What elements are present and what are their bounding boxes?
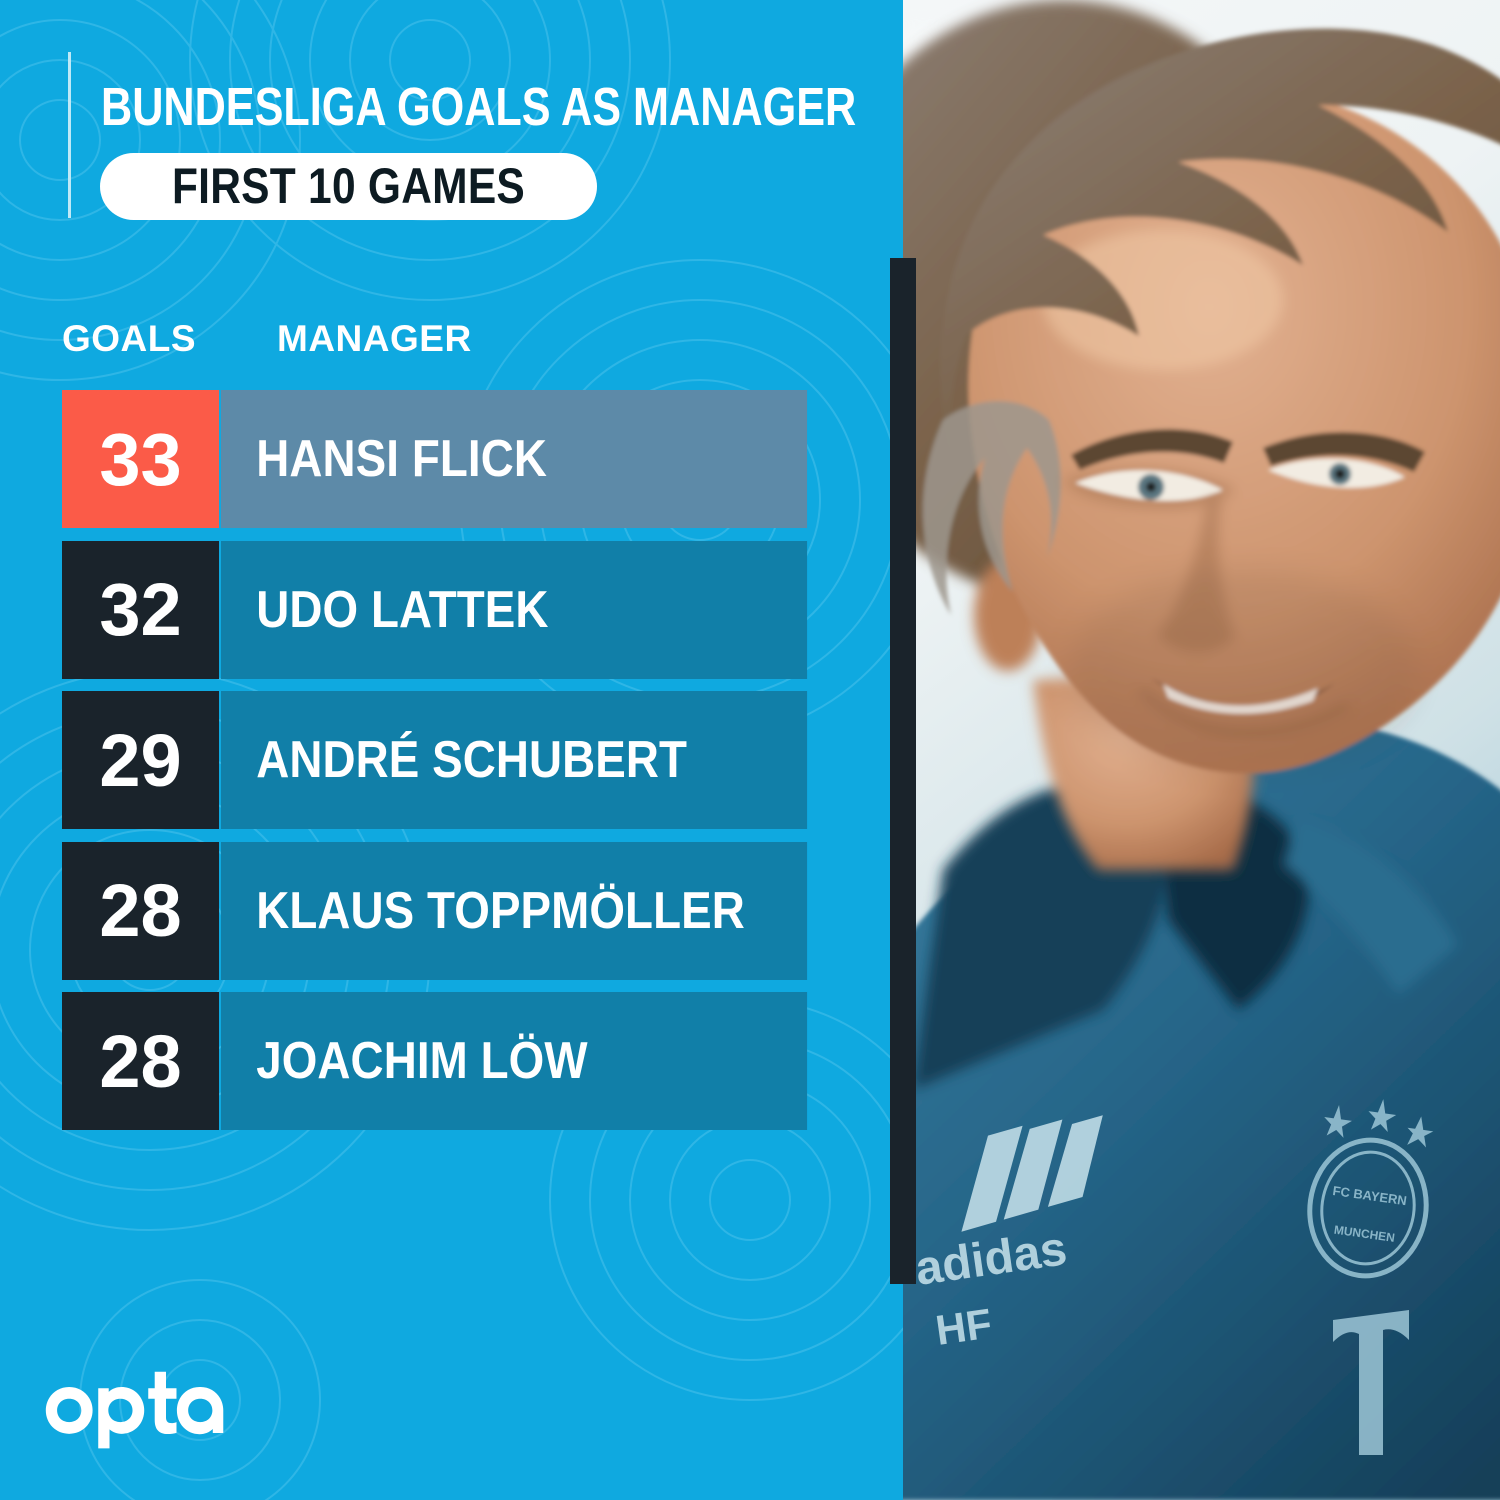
svg-text:HF: HF [933, 1300, 995, 1354]
